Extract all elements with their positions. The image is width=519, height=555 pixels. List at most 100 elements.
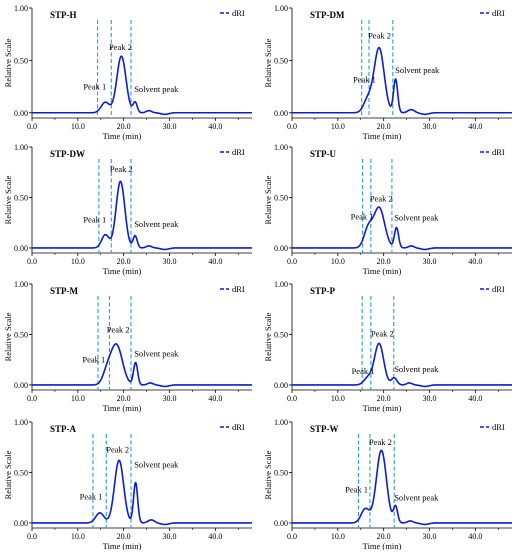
peak-annotation: Peak 1 [83, 215, 106, 225]
y-tick-label: 1.00 [14, 280, 28, 289]
x-tick-label: 20.0 [117, 394, 131, 403]
peak-annotation: Solvent peak [394, 364, 439, 374]
peak-annotation: Peak 1 [351, 212, 374, 222]
y-tick-label: 0.50 [14, 330, 28, 339]
peak-annotation: Peak 1 [80, 492, 103, 502]
peak-annotation: Solvent peak [134, 84, 179, 94]
x-tick-label: 30.0 [163, 257, 177, 266]
x-tick-label: 20.0 [117, 257, 131, 266]
y-tick-label: 1.00 [274, 143, 288, 152]
x-tick-label: 0.0 [27, 532, 37, 541]
peak-annotation: Peak 2 [368, 30, 391, 40]
legend-label: dRI [232, 147, 245, 157]
peak-annotation: Peak 2 [106, 444, 129, 454]
y-tick-label: 0.50 [274, 468, 288, 477]
chart-panel-stp-dm: 0.0 10.0 20.0 30.0 40.0 1.00 0.50 0.00 Time (min… [263, 4, 513, 141]
x-tick-label: 30.0 [163, 532, 177, 541]
y-axis-label: Relative Scale [3, 38, 13, 87]
peak-annotation: Solvent peak [395, 65, 440, 75]
peak-annotation: Solvent peak [134, 219, 179, 229]
y-tick-label: 0.00 [274, 519, 288, 528]
peak-annotation: Peak 2 [107, 324, 130, 334]
y-tick-label: 0.50 [274, 330, 288, 339]
y-tick-label: 0.00 [14, 244, 28, 253]
y-tick-label: 1.00 [274, 4, 288, 13]
chart-panel-stp-w: 0.0 10.0 20.0 30.0 40.0 1.00 0.50 0.00 Time (min… [263, 418, 513, 551]
chart-panel-stp-dw: 0.0 10.0 20.0 30.0 40.0 1.00 0.50 0.00 Time (min… [3, 143, 253, 276]
y-tick-label: 1.00 [274, 418, 288, 427]
peak-annotation: Solvent peak [394, 493, 439, 503]
dri-trace [291, 46, 513, 116]
peak-annotation: Solvent peak [394, 213, 439, 223]
dri-trace [291, 342, 513, 388]
x-tick-label: 40.0 [208, 122, 222, 131]
peak-annotation: Peak 2 [369, 437, 392, 447]
legend-label: dRI [492, 422, 505, 432]
panel-title: STP-M [50, 286, 79, 296]
y-tick-label: 0.50 [14, 468, 28, 477]
legend-label: dRI [232, 422, 245, 432]
panel-title: STP-DM [310, 10, 345, 20]
x-tick-label: 10.0 [331, 257, 345, 266]
x-tick-label: 10.0 [71, 257, 85, 266]
y-tick-label: 0.50 [274, 56, 288, 65]
x-axis-label: Time (min) [103, 266, 142, 276]
legend-label: dRI [492, 8, 505, 18]
x-axis-label: Time (min) [363, 403, 402, 413]
x-tick-label: 10.0 [331, 394, 345, 403]
dri-trace [31, 55, 253, 116]
x-tick-label: 20.0 [117, 532, 131, 541]
x-tick-label: 10.0 [331, 122, 345, 131]
panel-title: STP-U [310, 149, 337, 159]
chart-panel-stp-h: 0.0 10.0 20.0 30.0 40.0 1.00 0.50 0.00 Time (min… [3, 4, 253, 141]
y-tick-label: 0.00 [14, 109, 28, 118]
dri-trace [31, 459, 253, 526]
peak-annotation: Peak 2 [370, 194, 393, 204]
y-axis-label: Relative Scale [3, 312, 13, 361]
x-axis-label: Time (min) [363, 131, 402, 141]
dri-trace [31, 343, 253, 388]
chart-panel-stp-a: 0.0 10.0 20.0 30.0 40.0 1.00 0.50 0.00 Time (min… [3, 418, 253, 551]
panel-title: STP-A [50, 424, 77, 434]
y-tick-label: 0.00 [14, 381, 28, 390]
x-tick-label: 20.0 [117, 122, 131, 131]
peak-annotation: Solvent peak [134, 349, 179, 359]
panel-title: STP-DW [50, 149, 85, 159]
dri-trace [291, 206, 513, 251]
x-tick-label: 30.0 [423, 532, 437, 541]
x-tick-label: 0.0 [27, 394, 37, 403]
y-axis-label: Relative Scale [263, 38, 273, 87]
peak-annotation: Peak 1 [83, 82, 106, 92]
panel-title: STP-H [50, 10, 77, 20]
x-tick-label: 40.0 [468, 532, 482, 541]
x-tick-label: 30.0 [423, 257, 437, 266]
panel-title: STP-P [310, 286, 336, 296]
x-tick-label: 0.0 [287, 257, 297, 266]
x-tick-label: 40.0 [208, 257, 222, 266]
chart-panel-stp-p: 0.0 10.0 20.0 30.0 40.0 1.00 0.50 0.00 Time (min… [263, 280, 513, 413]
x-tick-label: 30.0 [163, 122, 177, 131]
x-axis-label: Time (min) [103, 131, 142, 141]
x-axis-label: Time (min) [363, 266, 402, 276]
y-tick-label: 0.50 [14, 56, 28, 65]
x-tick-label: 20.0 [377, 122, 391, 131]
x-tick-label: 20.0 [377, 257, 391, 266]
y-tick-label: 0.50 [274, 193, 288, 202]
x-tick-label: 10.0 [71, 532, 85, 541]
x-axis-label: Time (min) [363, 541, 402, 550]
legend-label: dRI [492, 284, 505, 294]
x-tick-label: 40.0 [208, 394, 222, 403]
dri-trace [291, 449, 513, 526]
panel-title: STP-W [310, 424, 339, 434]
x-tick-label: 0.0 [27, 122, 37, 131]
chart-panel-stp-m: 0.0 10.0 20.0 30.0 40.0 1.00 0.50 0.00 Time (min… [3, 280, 253, 413]
x-tick-label: 0.0 [287, 122, 297, 131]
x-tick-label: 40.0 [468, 122, 482, 131]
x-tick-label: 20.0 [377, 394, 391, 403]
legend-label: dRI [492, 147, 505, 157]
y-axis-label: Relative Scale [263, 450, 273, 499]
chart-panel-stp-u: 0.0 10.0 20.0 30.0 40.0 1.00 0.50 0.00 Time (min… [263, 143, 513, 276]
y-axis-label: Relative Scale [3, 450, 13, 499]
peak-annotation: Peak 1 [353, 74, 376, 84]
